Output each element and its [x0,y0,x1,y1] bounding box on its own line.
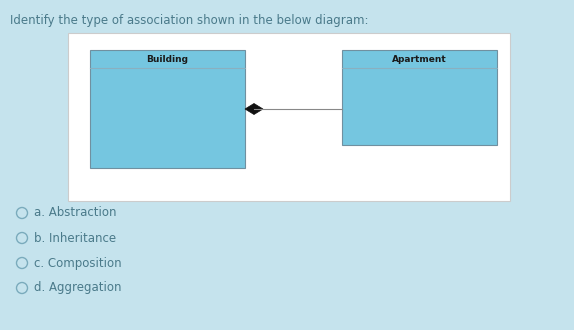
Text: c. Composition: c. Composition [34,256,122,270]
Circle shape [17,257,28,269]
Text: b. Inheritance: b. Inheritance [34,232,116,245]
Circle shape [17,282,28,293]
Bar [342,50,497,145]
Circle shape [17,233,28,244]
Text: a. Abstraction: a. Abstraction [34,207,117,219]
Text: Identify the type of association shown in the below diagram:: Identify the type of association shown i… [10,14,369,27]
Text: Building: Building [146,54,188,63]
Text: d. Aggregation: d. Aggregation [34,281,122,294]
Circle shape [17,208,28,218]
Polygon shape [245,104,263,115]
Bar [68,33,510,201]
Text: Apartment: Apartment [392,54,447,63]
Bar [90,50,245,168]
